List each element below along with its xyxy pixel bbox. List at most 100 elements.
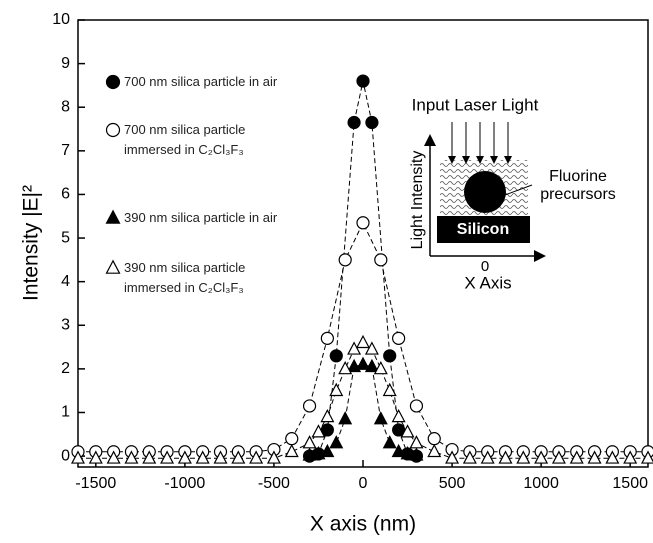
legend-marker [105, 74, 121, 90]
data-point [231, 450, 246, 464]
inset-intensity: Light Intensity [409, 151, 426, 250]
y-tick-label: 2 [61, 360, 70, 377]
data-point [338, 360, 353, 375]
x-tick-label: 500 [439, 475, 466, 492]
data-point [356, 216, 370, 230]
y-tick-label: 7 [61, 142, 70, 159]
inset-precursors: Fluorine precursors [540, 168, 616, 203]
data-point [365, 115, 379, 130]
x-tick-label: -1500 [75, 475, 116, 492]
laser-arrows [448, 122, 512, 164]
data-point [400, 446, 415, 460]
y-tick-label: 4 [61, 273, 70, 290]
data-point [329, 435, 344, 449]
data-point [364, 358, 379, 373]
x-tick-label: -500 [258, 475, 290, 492]
data-point [195, 450, 210, 464]
y-axis-label: Intensity |E|² [20, 185, 43, 301]
inset-origin: 0 [481, 258, 489, 275]
data-point [106, 450, 121, 464]
data-point [409, 435, 424, 449]
data-point [534, 450, 549, 464]
data-point [462, 450, 477, 464]
x-tick-label: 1500 [612, 475, 648, 492]
data-point [356, 334, 370, 349]
data-point [364, 341, 379, 355]
data-point [392, 331, 406, 345]
data-point [400, 424, 415, 438]
legend-marker [105, 122, 121, 138]
data-point [88, 450, 103, 464]
legend-label: 390 nm silica particle in air [124, 210, 278, 225]
data-point [160, 450, 175, 464]
data-point [498, 450, 513, 464]
data-point [409, 447, 424, 461]
inset-input: Input Laser Light [412, 95, 539, 114]
data-point [213, 450, 228, 464]
data-point [338, 411, 353, 425]
data-point [409, 399, 424, 413]
y-tick-label: 6 [61, 186, 70, 203]
data-point [480, 450, 495, 464]
y-tick-label: 0 [61, 447, 70, 464]
data-point [320, 443, 335, 458]
data-point [320, 408, 335, 423]
pointer [504, 184, 533, 196]
data-point [391, 408, 406, 423]
particle [464, 171, 506, 213]
data-point [320, 331, 334, 345]
inset-silicon: Silicon [457, 221, 509, 238]
data-point [124, 450, 139, 464]
data-point [302, 447, 317, 461]
data-point [356, 356, 370, 370]
data-point [356, 74, 370, 88]
x-tick-label: 0 [359, 475, 368, 492]
data-point [284, 443, 299, 458]
data-point [391, 443, 406, 458]
data-point [302, 435, 317, 449]
data-point [382, 435, 397, 449]
inset-axis: X Axis [464, 273, 511, 292]
data-point [373, 411, 388, 425]
data-point [445, 450, 460, 464]
data-point [302, 399, 317, 413]
data-point [551, 450, 566, 464]
data-point [329, 382, 344, 397]
x-tick-label: 1000 [523, 475, 559, 492]
y-tick-label: 9 [61, 55, 70, 72]
legend-marker [105, 259, 121, 274]
data-point [329, 349, 343, 363]
legend-label: 700 nm silica particle immersed in C₂Cl₃… [124, 122, 246, 157]
series-line [309, 364, 417, 456]
y-tick-label: 5 [61, 229, 70, 246]
y-tick-label: 10 [52, 11, 70, 28]
inset: Input Laser Light Silicon Light Intensit… [409, 95, 546, 292]
data-point [427, 443, 442, 458]
data-point [311, 424, 326, 438]
legend-label: 700 nm silica particle in air [124, 74, 278, 89]
data-point [641, 450, 653, 464]
data-point [569, 450, 584, 464]
series-line [78, 342, 648, 459]
data-point [177, 450, 192, 464]
y-tick-label: 3 [61, 316, 70, 333]
data-point [374, 253, 388, 267]
y-tick-label: 8 [61, 98, 70, 115]
data-point [623, 450, 638, 464]
data-point [373, 360, 388, 375]
y-tick-label: 1 [61, 404, 70, 421]
x-axis-label: X axis (nm) [310, 513, 416, 536]
data-point [347, 341, 362, 355]
legend-marker [105, 209, 121, 224]
data-point [142, 450, 157, 464]
series-line [309, 80, 417, 457]
data-point [71, 450, 85, 464]
legend-label: 390 nm silica particle immersed in C₂Cl₃… [124, 260, 246, 295]
silicon [437, 216, 530, 243]
data-point [383, 349, 397, 363]
data-point [338, 253, 352, 267]
data-point [587, 450, 602, 464]
data-point [605, 450, 620, 464]
